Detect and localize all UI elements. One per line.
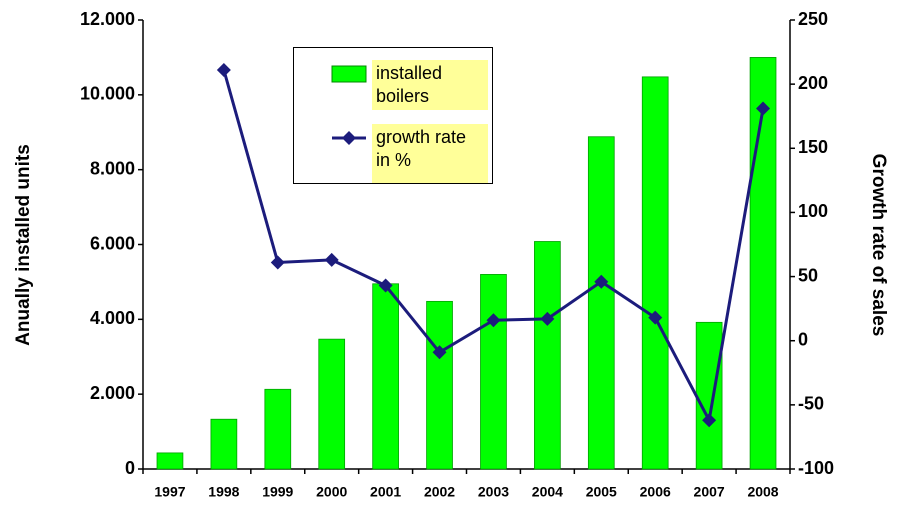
y2-tick-label: 200 [798,73,828,93]
bar [695,321,723,470]
x-tick-label: 2005 [586,484,617,500]
marker [756,101,771,116]
y2-tick-label: 0 [798,329,808,349]
legend-marker [342,131,356,145]
legend: installed boilers growth rate in % [293,47,493,184]
bar [156,452,184,470]
marker [540,311,555,326]
bar [641,76,669,470]
legend-label: installed boilers [372,60,488,110]
legend-symbols [331,65,367,145]
legend-swatch [331,65,367,83]
legend-label: growth rate in % [372,124,488,183]
x-tick-label: 2001 [370,484,401,500]
x-tick-label: 2004 [532,484,563,500]
y-tick-label: 2.000 [90,383,135,403]
x-tick-label: 2003 [478,484,509,500]
marker [648,310,663,325]
y2-tick-label: -50 [798,394,824,414]
marker [216,63,231,78]
marker [378,278,393,293]
x-tick-label: 1999 [262,484,293,500]
bar [372,283,399,470]
y2-tick-label: -100 [798,458,834,478]
x-tick-label: 1998 [208,484,239,500]
y-tick-label: 10.000 [80,84,135,104]
y-axis-label: Anually installed units [13,144,34,346]
marker [702,413,717,428]
bar [749,57,777,470]
y-tick-label: 6.000 [90,233,135,253]
y2-tick-label: 150 [798,137,828,157]
y-tick-label: 4.000 [90,308,135,328]
bar [587,136,615,470]
x-tick-label: 2008 [747,484,778,500]
marker [270,255,285,270]
y2-tick-label: 250 [798,9,828,29]
marker [594,274,609,289]
bar [426,300,453,470]
marker [432,345,447,360]
marker [324,252,339,267]
y2-tick-label: 100 [798,201,828,221]
x-tick-label: 2007 [694,484,725,500]
y2-axis-label: Growth rate of sales [868,154,889,337]
y-tick-label: 12.000 [80,9,135,29]
marker [486,313,501,328]
y2-tick-label: 50 [798,265,818,285]
x-tick-label: 1997 [154,484,185,500]
bar [210,418,238,470]
bar [264,388,292,470]
x-tick-label: 2000 [316,484,347,500]
y-tick-label: 8.000 [90,158,135,178]
bar [318,338,346,470]
y-tick-label: 0 [125,458,135,478]
x-tick-label: 2002 [424,484,455,500]
bar [534,241,561,470]
bar [480,274,507,470]
x-tick-label: 2006 [640,484,671,500]
